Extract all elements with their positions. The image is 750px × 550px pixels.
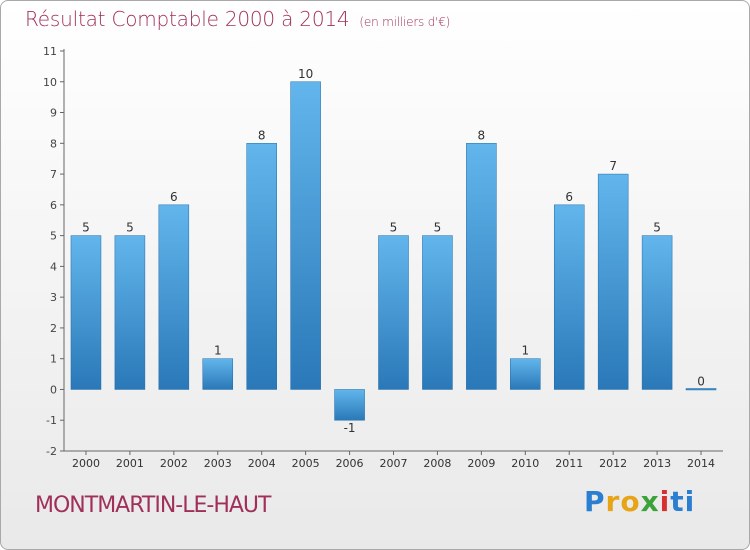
bar: [334, 389, 365, 421]
data-label: 6: [565, 190, 573, 204]
data-label: 7: [609, 159, 617, 173]
data-label: 10: [298, 67, 313, 81]
bar: [202, 358, 234, 390]
x-tick-label: 2012: [599, 457, 627, 470]
chart-title-text: Résultat Comptable 2000 à 2014: [25, 7, 350, 31]
y-tick-label: 7: [50, 168, 57, 181]
bar: [422, 235, 453, 390]
bar: [246, 143, 277, 390]
bar: [158, 204, 190, 390]
x-tick-label: 2003: [204, 457, 232, 470]
data-label: 5: [126, 221, 134, 235]
bar: [114, 235, 146, 390]
data-label: 8: [258, 128, 266, 142]
x-tick-label: 2007: [380, 457, 408, 470]
data-label: 8: [478, 128, 486, 142]
logo-letter: x: [640, 485, 660, 518]
logo-letter: i: [659, 485, 671, 518]
bar: [597, 173, 629, 390]
x-tick-label: 2013: [643, 457, 671, 470]
commune-name: MONTMARTIN-LE-HAUT: [35, 493, 271, 518]
x-tick-label: 2002: [160, 457, 188, 470]
data-label: 6: [170, 190, 178, 204]
y-tick-label: 3: [50, 291, 57, 304]
y-tick-label: 5: [50, 230, 57, 243]
data-label: 0: [697, 374, 705, 388]
data-label: -1: [344, 421, 356, 435]
bar: [641, 235, 673, 390]
bar: [70, 235, 102, 390]
data-label: 1: [214, 344, 222, 358]
bar: [378, 235, 409, 390]
y-tick-label: 1: [50, 353, 57, 366]
logo-letter: o: [620, 485, 641, 518]
bar: [290, 81, 321, 390]
logo-letter: t: [670, 485, 685, 518]
chart-title: Résultat Comptable 2000 à 2014 (en millie…: [25, 7, 450, 31]
x-tick-label: 2014: [687, 457, 715, 470]
x-tick-label: 2006: [336, 457, 364, 470]
data-label: 1: [521, 344, 529, 358]
x-tick-label: 2009: [467, 457, 495, 470]
y-tick-label: 9: [50, 107, 57, 120]
y-tick-label: 4: [50, 260, 57, 273]
bar: [685, 388, 717, 391]
data-label: 5: [82, 221, 90, 235]
proxiti-logo: Proxiti: [584, 485, 695, 518]
y-tick-label: 0: [50, 383, 57, 396]
bar: [553, 204, 585, 390]
chart-subtitle: (en milliers d'€): [359, 15, 451, 29]
data-label: 5: [653, 221, 661, 235]
y-tick-label: 8: [50, 137, 57, 150]
y-tick-label: -1: [46, 414, 57, 427]
x-tick-label: 2001: [116, 457, 144, 470]
bar: [510, 358, 541, 390]
x-tick-label: 2010: [511, 457, 539, 470]
data-label: 5: [390, 221, 398, 235]
x-tick-label: 2011: [555, 457, 583, 470]
bar: [466, 143, 497, 390]
data-label: 5: [434, 221, 442, 235]
logo-letter: r: [605, 485, 621, 518]
logo-letter: P: [584, 485, 606, 518]
y-tick-label: -2: [46, 445, 57, 458]
x-tick-label: 2008: [423, 457, 451, 470]
logo-letter: i: [684, 485, 696, 518]
x-tick-label: 2005: [292, 457, 320, 470]
x-tick-label: 2004: [248, 457, 276, 470]
y-tick-label: 11: [43, 45, 57, 58]
y-tick-label: 10: [43, 76, 57, 89]
x-tick-label: 2000: [72, 457, 100, 470]
y-tick-label: 2: [50, 322, 57, 335]
y-tick-label: 6: [50, 199, 57, 212]
